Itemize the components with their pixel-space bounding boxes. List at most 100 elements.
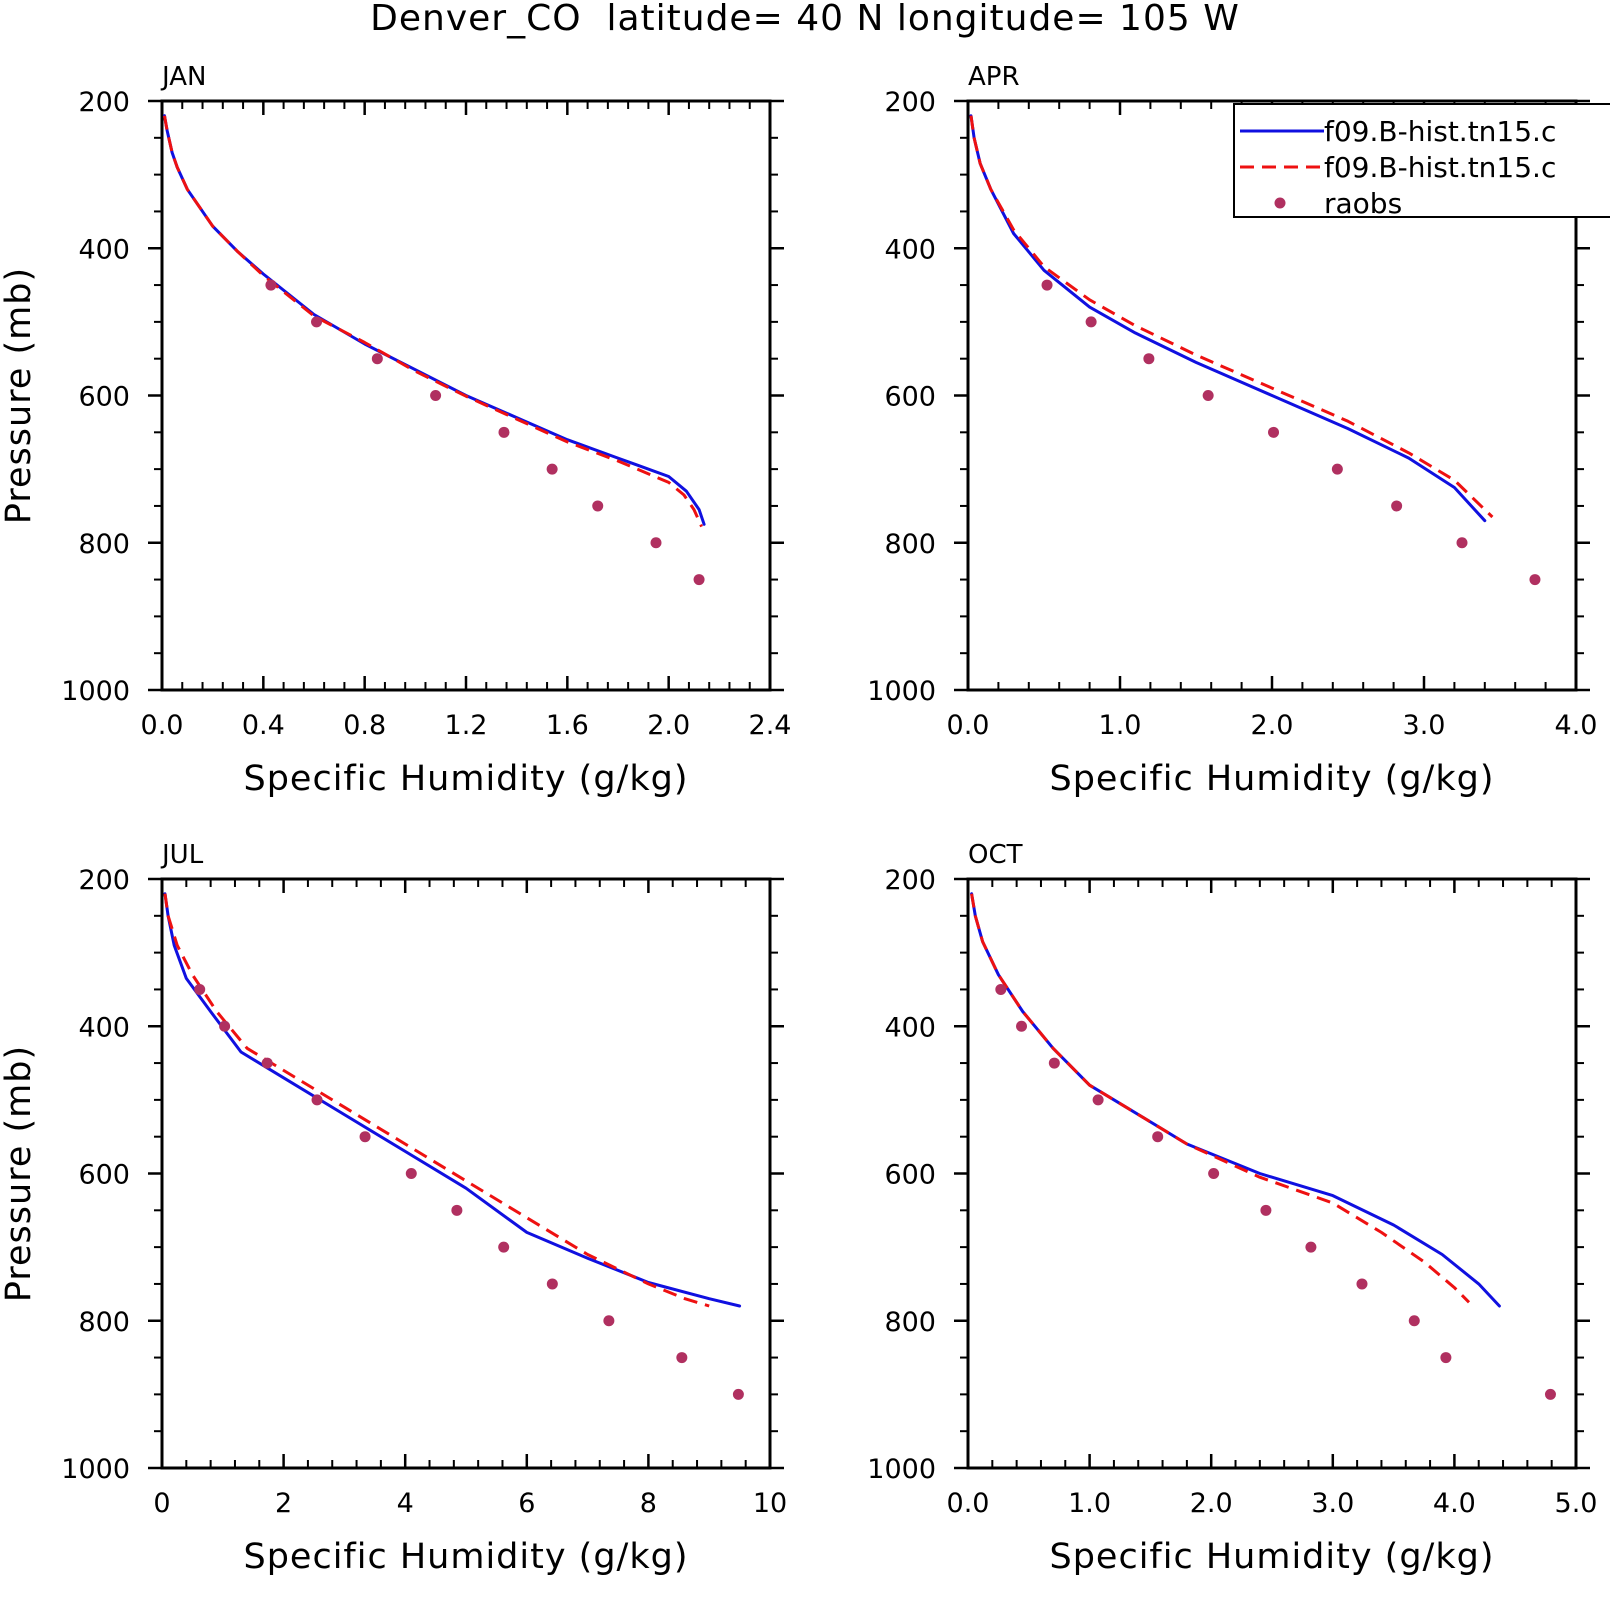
raobs-point xyxy=(1143,353,1155,365)
x-axis-label: Specific Humidity (g/kg) xyxy=(244,759,689,799)
x-tick-label: 1.0 xyxy=(1099,710,1142,741)
model-line-dashed xyxy=(970,893,1471,1304)
y-tick-label: 800 xyxy=(884,529,936,560)
raobs-point xyxy=(592,500,604,512)
series-group xyxy=(163,114,706,586)
panel-label: OCT xyxy=(968,840,1023,870)
x-tick-label: 10 xyxy=(753,1488,787,1519)
x-tick-label: 2.0 xyxy=(1251,710,1294,741)
raobs-point xyxy=(1041,279,1053,291)
x-tick-label: 2.4 xyxy=(749,710,792,741)
y-tick-label: 200 xyxy=(78,865,130,896)
raobs-point xyxy=(430,390,442,401)
x-tick-label: 0.0 xyxy=(947,1488,990,1519)
x-tick-label: 8 xyxy=(640,1488,657,1519)
x-tick-label: 2.0 xyxy=(1190,1488,1233,1519)
raobs-point xyxy=(1092,1094,1104,1106)
legend-entry: raobs xyxy=(1274,187,1402,220)
raobs-point xyxy=(219,1020,231,1032)
raobs-point xyxy=(311,1094,323,1106)
x-tick-label: 0.4 xyxy=(242,710,285,741)
raobs-point xyxy=(1331,463,1343,475)
x-tick-label: 4.0 xyxy=(1555,710,1598,741)
x-tick-label: 4 xyxy=(397,1488,414,1519)
raobs-point xyxy=(693,574,705,586)
raobs-point xyxy=(1529,574,1541,586)
panel-label: APR xyxy=(968,62,1020,92)
raobs-point xyxy=(546,463,558,475)
y-tick-label: 1000 xyxy=(61,1454,130,1485)
raobs-point xyxy=(1048,1057,1060,1069)
y-tick-label: 800 xyxy=(78,529,130,560)
raobs-point xyxy=(995,983,1007,995)
y-tick-label: 400 xyxy=(78,234,130,265)
y-tick-label: 600 xyxy=(884,1160,936,1191)
panel-label: JAN xyxy=(160,62,206,92)
legend-entry: f09.B-hist.tn15.c xyxy=(1240,151,1556,184)
y-tick-label: 200 xyxy=(884,865,936,896)
raobs-point xyxy=(311,316,323,328)
raobs-point xyxy=(676,1352,688,1364)
x-tick-label: 2.0 xyxy=(647,710,690,741)
y-tick-label: 1000 xyxy=(867,1454,936,1485)
raobs-point xyxy=(498,426,510,438)
y-tick-label: 800 xyxy=(78,1307,130,1338)
raobs-point xyxy=(451,1204,463,1216)
raobs-point xyxy=(650,537,662,549)
panel-jul: JUL 0 2 4 6 8 10 200 400 600 800 1000 Specific Humid… xyxy=(0,840,787,1577)
y-tick-label: 600 xyxy=(884,382,936,413)
raobs-point xyxy=(603,1315,615,1327)
figure-title: Denver_CO latitude= 40 N longitude= 105 … xyxy=(370,0,1240,39)
legend-label: f09.B-hist.tn15.c xyxy=(1324,151,1556,184)
panel-jan: JAN 0.0 0.4 0.8 1.2 1.6 2.0 2.4 200 400 600 800 1000… xyxy=(0,62,791,799)
x-tick-label: 1.2 xyxy=(445,710,488,741)
x-axis-label: Specific Humidity (g/kg) xyxy=(1050,759,1495,799)
raobs-point xyxy=(732,1388,744,1400)
raobs-point xyxy=(1408,1315,1420,1327)
legend-label: raobs xyxy=(1324,187,1402,220)
series-group xyxy=(970,892,1556,1400)
raobs-point xyxy=(1152,1131,1164,1143)
raobs-point xyxy=(546,1278,558,1290)
panel-label: JUL xyxy=(160,840,204,870)
y-axis-label: Pressure (mb) xyxy=(0,267,39,524)
x-tick-label: 5.0 xyxy=(1555,1488,1598,1519)
raobs-point xyxy=(265,279,277,291)
model-line-dashed xyxy=(969,115,1494,519)
x-tick-label: 0.0 xyxy=(947,710,990,741)
x-tick-label: 2 xyxy=(275,1488,292,1519)
x-tick-label: 3.0 xyxy=(1403,710,1446,741)
raobs-point xyxy=(371,353,383,365)
y-tick-label: 200 xyxy=(884,87,936,118)
raobs-point xyxy=(1391,500,1403,512)
x-tick-label: 0.8 xyxy=(343,710,386,741)
x-tick-label: 3.0 xyxy=(1311,1488,1354,1519)
raobs-point xyxy=(498,1241,510,1253)
raobs-point xyxy=(1305,1241,1317,1253)
plot-frame xyxy=(966,877,1578,1470)
raobs-point xyxy=(1544,1388,1556,1400)
model-line-dashed xyxy=(163,115,703,528)
series-group xyxy=(969,114,1541,586)
model-line-dashed xyxy=(163,893,710,1308)
legend-label: f09.B-hist.tn15.c xyxy=(1324,115,1556,148)
y-tick-label: 400 xyxy=(884,1012,936,1043)
raobs-point xyxy=(1268,426,1280,438)
raobs-point xyxy=(1085,316,1097,328)
y-tick-label: 600 xyxy=(78,1160,130,1191)
x-tick-label: 1.0 xyxy=(1068,1488,1111,1519)
y-tick-label: 400 xyxy=(78,1012,130,1043)
raobs-point xyxy=(1456,537,1468,549)
raobs-point xyxy=(1356,1278,1368,1290)
raobs-point xyxy=(359,1131,371,1143)
legend-entry: f09.B-hist.tn15.c xyxy=(1240,115,1556,148)
model-line-solid xyxy=(163,892,742,1308)
raobs-point xyxy=(1440,1352,1452,1364)
y-tick-label: 200 xyxy=(78,87,130,118)
legend-marker-dot xyxy=(1274,197,1286,209)
x-tick-label: 0.0 xyxy=(141,710,184,741)
y-tick-label: 600 xyxy=(78,382,130,413)
